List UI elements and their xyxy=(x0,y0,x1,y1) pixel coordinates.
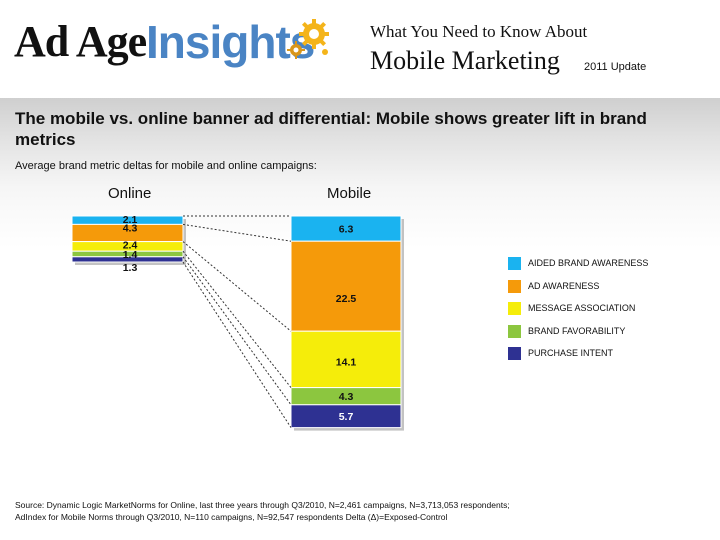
data-label-mobile-brand-favorability: 4.3 xyxy=(339,391,354,403)
data-label-mobile-ad-awareness: 22.5 xyxy=(336,293,357,305)
header: Ad Age Insights What You Need to Know Ab… xyxy=(0,0,720,98)
data-label-mobile-aided-brand-awareness: 6.3 xyxy=(339,224,354,236)
legend-swatch xyxy=(508,324,521,338)
data-label-online-ad-awareness: 4.3 xyxy=(123,222,138,234)
bar-segment-mobile-ad-awareness xyxy=(290,240,402,332)
chart-subtitle: Average brand metric deltas for mobile a… xyxy=(15,160,317,172)
bar-segment-online-purchase-intent xyxy=(71,256,184,263)
header-update: 2011 Update xyxy=(584,61,647,73)
header-top-line: What You Need to Know About xyxy=(370,22,588,41)
legend-swatch xyxy=(508,279,521,293)
legend-swatch xyxy=(508,347,521,360)
source-line-1: Source: Dynamic Logic MarketNorms for On… xyxy=(15,500,510,510)
legend-label: AIDED BRAND AWARENESS xyxy=(528,258,649,268)
gears-icon xyxy=(287,19,329,59)
logo-adage: Ad Age xyxy=(14,17,147,66)
legend-swatch xyxy=(508,302,521,315)
legend-label: AD AWARENESS xyxy=(528,280,600,291)
legend-label: BRAND FAVORABILITY xyxy=(528,325,626,336)
legend-label: MESSAGE ASSOCIATION xyxy=(528,303,636,313)
connector-line-3 xyxy=(182,241,292,332)
logo-insights: Insights xyxy=(146,16,315,68)
data-label-mobile-message-association: 14.1 xyxy=(336,356,357,368)
connector-line-4 xyxy=(182,250,292,388)
bar-segment-mobile-aided-brand-awareness xyxy=(290,215,402,242)
legend-label: PURCHASE INTENT xyxy=(528,348,614,358)
connector-line-2 xyxy=(182,223,292,242)
data-label-online-message-association: 2.4 xyxy=(123,240,138,252)
connector-line-5 xyxy=(182,256,292,406)
bar-segment-mobile-message-association xyxy=(290,330,402,389)
chart-title: The mobile vs. online banner ad differen… xyxy=(15,109,647,149)
legend-swatch xyxy=(508,257,521,270)
data-label-online-purchase-intent: 1.3 xyxy=(123,262,138,274)
source-line-2: AdIndex for Mobile Norms through Q3/2010… xyxy=(15,512,448,522)
source-note: Source: Dynamic Logic MarketNorms for On… xyxy=(15,499,705,523)
bar-segment-mobile-purchase-intent xyxy=(290,404,402,429)
data-label-online-brand-favorability: 1.4 xyxy=(123,249,138,261)
connector-line-6 xyxy=(182,261,292,428)
data-label-online-aided-brand-awareness: 2.1 xyxy=(123,214,138,226)
header-main-line: Mobile Marketing xyxy=(370,46,560,75)
category-label-online: Online xyxy=(108,185,152,202)
data-label-mobile-purchase-intent: 5.7 xyxy=(339,411,354,423)
category-label-mobile: Mobile xyxy=(327,185,372,202)
